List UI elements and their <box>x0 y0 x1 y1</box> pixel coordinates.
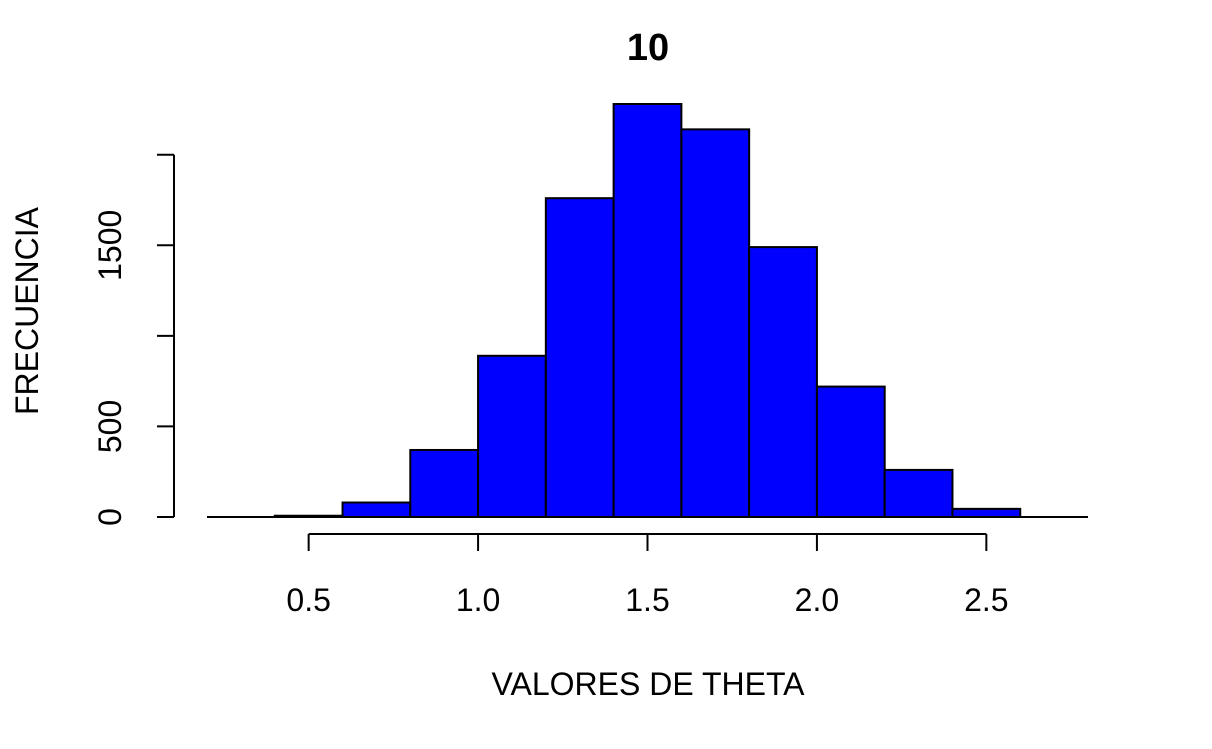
x-tick-label: 2.0 <box>795 582 839 618</box>
y-axis-label: FRECUENCIA <box>9 206 45 415</box>
histogram-bar <box>341 501 412 518</box>
x-tick-label: 2.5 <box>964 582 1008 618</box>
chart-title: 10 <box>627 27 669 69</box>
histogram-bar <box>680 128 751 518</box>
histogram-bar <box>883 468 954 518</box>
histogram-bar <box>815 385 886 518</box>
x-tick-label: 1.5 <box>625 582 669 618</box>
x-axis: 0.5 1.0 1.5 2.0 2.5 <box>286 533 1009 618</box>
histogram-bar <box>544 197 615 518</box>
histogram-bar <box>477 354 547 518</box>
histogram-bar <box>409 448 480 518</box>
histogram-bar <box>612 103 683 518</box>
x-tick-label: 0.5 <box>286 582 330 618</box>
y-tick-label: 0 <box>92 508 128 526</box>
histogram-bar <box>951 507 1022 519</box>
histogram-bars <box>273 103 1022 519</box>
y-tick-label: 1500 <box>92 210 128 281</box>
y-tick-label: 500 <box>92 400 128 453</box>
x-tick-label: 1.0 <box>456 582 500 618</box>
x-axis-label: VALORES DE THETA <box>492 666 806 702</box>
histogram-bar <box>748 246 818 518</box>
y-axis: 0 500 1500 <box>92 153 175 526</box>
